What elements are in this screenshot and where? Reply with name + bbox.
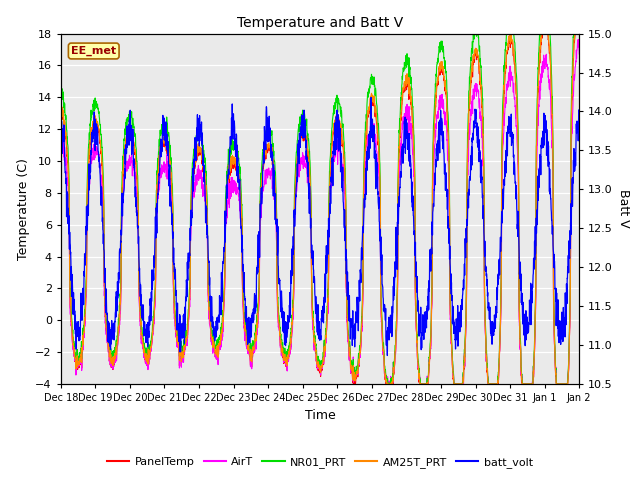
Line: AM25T_PRT: AM25T_PRT [61, 34, 579, 384]
Line: PanelTemp: PanelTemp [61, 34, 579, 384]
AM25T_PRT [202, 170, 209, 176]
NR01_PRT [384, 381, 392, 387]
Line: NR01_PRT: NR01_PRT [61, 34, 579, 384]
AirT [530, 372, 538, 378]
batt_volt [367, 95, 375, 100]
AirT [574, 37, 582, 43]
NR01_PRT [346, 345, 354, 351]
NR01_PRT [530, 359, 538, 364]
Line: AirT: AirT [61, 40, 579, 384]
AM25T_PRT [335, 114, 342, 120]
PanelTemp [346, 352, 354, 358]
PanelTemp [575, 31, 583, 36]
AirT [544, 64, 552, 70]
X-axis label: Time: Time [305, 408, 335, 421]
NR01_PRT [575, 31, 583, 36]
batt_volt [471, 120, 479, 126]
Line: batt_volt: batt_volt [61, 97, 579, 356]
AirT [57, 137, 65, 143]
NR01_PRT [545, 31, 552, 36]
batt_volt [575, 132, 583, 138]
AirT [575, 51, 583, 57]
PanelTemp [349, 381, 357, 387]
NR01_PRT [202, 155, 209, 161]
PanelTemp [202, 170, 209, 176]
PanelTemp [57, 109, 65, 115]
AM25T_PRT [383, 381, 390, 387]
NR01_PRT [471, 31, 479, 36]
Title: Temperature and Batt V: Temperature and Batt V [237, 16, 403, 30]
AM25T_PRT [506, 31, 514, 36]
batt_volt [57, 145, 65, 151]
PanelTemp [470, 48, 478, 54]
Y-axis label: Temperature (C): Temperature (C) [17, 158, 29, 260]
Y-axis label: Batt V: Batt V [617, 190, 630, 228]
batt_volt [383, 353, 391, 359]
batt_volt [530, 266, 538, 272]
AM25T_PRT [545, 34, 552, 39]
batt_volt [545, 164, 552, 169]
AirT [346, 350, 354, 356]
AM25T_PRT [575, 31, 583, 36]
AirT [335, 143, 342, 149]
AM25T_PRT [470, 47, 478, 53]
PanelTemp [530, 366, 538, 372]
batt_volt [202, 196, 209, 202]
AM25T_PRT [57, 107, 65, 113]
batt_volt [346, 316, 354, 322]
NR01_PRT [470, 31, 478, 36]
PanelTemp [335, 116, 342, 122]
PanelTemp [506, 31, 514, 36]
PanelTemp [545, 37, 552, 43]
Text: EE_met: EE_met [71, 46, 116, 56]
NR01_PRT [57, 90, 65, 96]
batt_volt [335, 148, 342, 154]
AirT [202, 187, 209, 193]
AM25T_PRT [346, 351, 354, 357]
AM25T_PRT [530, 363, 538, 369]
AirT [470, 83, 478, 88]
NR01_PRT [335, 96, 342, 102]
AirT [383, 381, 390, 387]
Legend: PanelTemp, AirT, NR01_PRT, AM25T_PRT, batt_volt: PanelTemp, AirT, NR01_PRT, AM25T_PRT, ba… [102, 452, 538, 472]
